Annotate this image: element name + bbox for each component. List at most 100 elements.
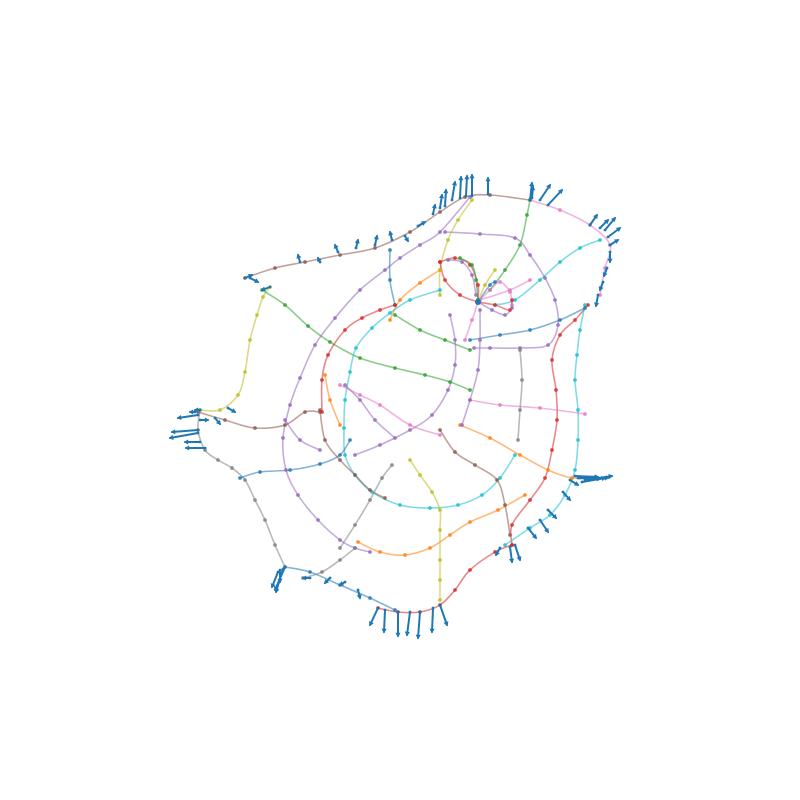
dot-icon	[316, 518, 320, 522]
dot-icon	[428, 546, 432, 550]
arrow-icon	[404, 610, 412, 637]
dot-icon	[518, 348, 522, 352]
curve-edge	[469, 399, 586, 415]
curve-edge	[239, 439, 351, 479]
arrow-icon	[388, 230, 394, 242]
arrow-icon	[354, 238, 360, 250]
arrow-icon	[270, 570, 280, 589]
dot-icon	[318, 462, 322, 466]
dot-icon	[343, 328, 347, 332]
arrow-icon	[226, 406, 237, 413]
dot-icon	[598, 238, 602, 242]
curve-edge	[504, 304, 586, 546]
dot-icon	[218, 408, 222, 412]
arrow-icon	[183, 439, 202, 445]
dot-icon	[538, 278, 542, 282]
curve-edge	[439, 429, 511, 536]
arrow-icon	[260, 285, 272, 292]
curve-edge	[389, 269, 441, 321]
dot-icon	[448, 313, 452, 317]
dot-icon	[495, 478, 499, 482]
dot-icon	[223, 418, 227, 422]
arrow-icon	[598, 280, 605, 292]
dot-icon	[498, 333, 502, 337]
curve-edge	[479, 279, 531, 301]
arrow-icon	[198, 417, 210, 423]
curve-edge	[477, 301, 513, 316]
arrow-icon	[176, 413, 200, 421]
dot-icon	[518, 243, 522, 247]
dot-icon	[523, 493, 527, 497]
dot-icon	[313, 343, 317, 347]
arrow-icon	[469, 173, 475, 198]
dot-icon	[528, 498, 532, 502]
dot-icon	[446, 238, 450, 242]
arrow-icon	[594, 293, 600, 308]
dot-icon	[296, 493, 300, 497]
dot-icon	[418, 473, 422, 477]
dot-icon	[470, 318, 474, 322]
dot-icon	[555, 418, 559, 422]
dot-icon	[478, 308, 482, 312]
dot-icon	[576, 408, 580, 412]
dot-icon	[370, 326, 374, 330]
dot-icon	[583, 303, 587, 307]
dot-icon	[578, 246, 582, 250]
arrow-icon	[369, 606, 380, 627]
arrow-icon	[381, 608, 387, 634]
curve-edge	[339, 464, 393, 549]
dot-icon	[493, 280, 497, 284]
dot-icon	[216, 458, 220, 462]
arrow-icon	[403, 234, 409, 243]
arrow-icon	[443, 188, 449, 208]
dot-icon	[543, 476, 547, 480]
dot-icon	[378, 443, 382, 447]
dot-icon	[573, 318, 577, 322]
dot-icon	[238, 476, 242, 480]
dot-icon	[493, 303, 497, 307]
arrow-icon	[598, 218, 610, 230]
dot-icon	[373, 418, 377, 422]
dot-icon	[573, 468, 577, 472]
arrow-layer	[168, 173, 622, 640]
dot-icon	[306, 324, 310, 328]
arrow-icon	[606, 227, 622, 239]
dot-icon	[558, 208, 562, 212]
dot-icon	[480, 493, 484, 497]
dot-icon	[288, 403, 292, 407]
dot-icon	[348, 370, 352, 374]
dot-icon	[463, 338, 467, 342]
dot-icon	[248, 338, 252, 342]
dot-icon	[358, 398, 362, 402]
dot-icon	[358, 288, 362, 292]
dot-icon	[323, 373, 327, 377]
dot-icon	[353, 453, 357, 457]
dot-icon	[326, 353, 330, 357]
dot-icon	[253, 498, 257, 502]
dot-icon	[448, 533, 452, 537]
dot-icon	[373, 246, 377, 250]
dot-icon	[383, 496, 387, 500]
dot-icon	[468, 388, 472, 392]
dot-icon	[388, 311, 392, 315]
dot-icon	[328, 398, 332, 402]
dot-icon	[546, 468, 550, 472]
dot-icon	[460, 260, 464, 264]
dot-icon	[470, 263, 474, 267]
dot-icon	[438, 433, 442, 437]
dot-icon	[333, 316, 337, 320]
dot-icon	[298, 438, 302, 442]
arrow-icon	[373, 234, 379, 247]
curve-edge	[282, 196, 471, 553]
dot-icon	[368, 488, 372, 492]
dot-icon	[368, 596, 372, 600]
dot-icon	[598, 293, 602, 297]
dot-icon	[408, 298, 412, 302]
dot-icon	[456, 218, 460, 222]
dot-icon	[380, 476, 384, 480]
dot-icon	[578, 328, 582, 332]
dot-icon	[283, 423, 287, 427]
dot-icon	[343, 383, 347, 387]
curve-edge	[344, 384, 396, 439]
